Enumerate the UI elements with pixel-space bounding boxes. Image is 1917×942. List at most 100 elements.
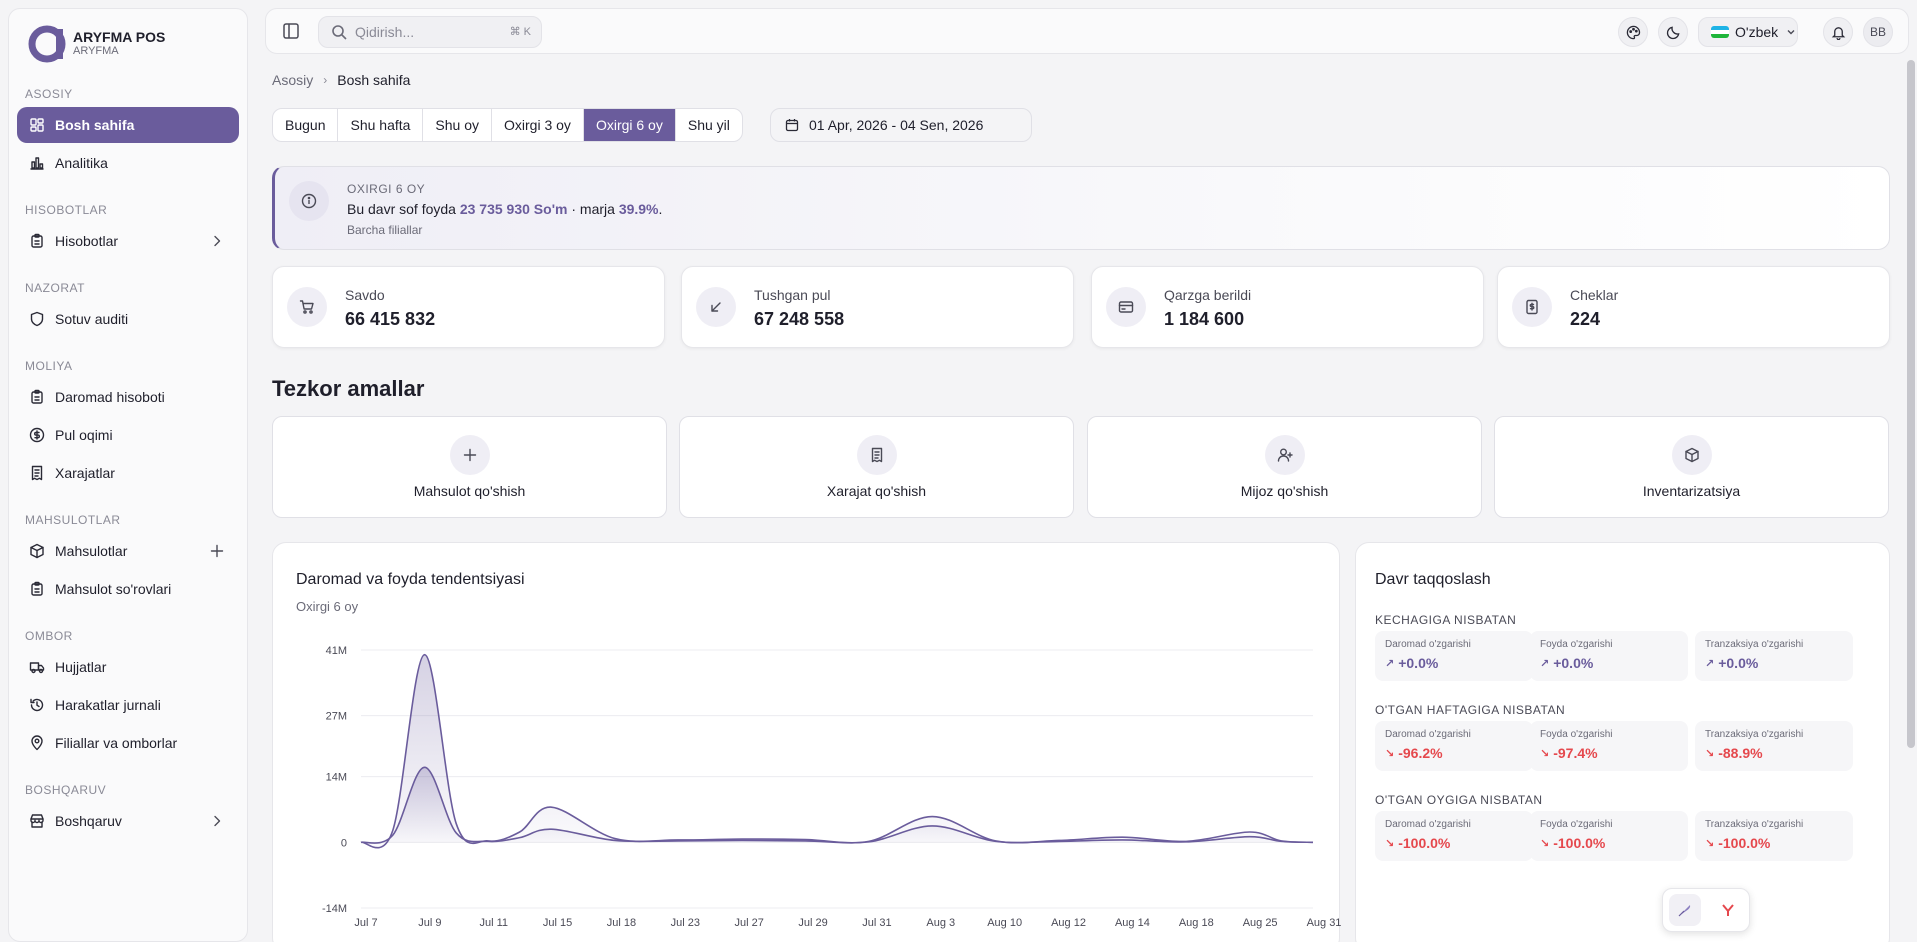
arrow-down-right-icon: ↘	[1540, 747, 1550, 760]
x-tick-label: Aug 25	[1243, 917, 1278, 929]
sidebar-item-sotuv-auditi[interactable]: Sotuv auditi	[17, 301, 239, 337]
moon-icon	[1666, 26, 1679, 39]
x-tick-label: Jul 23	[671, 917, 700, 929]
yandex-button[interactable]	[1712, 894, 1744, 926]
brand[interactable]: ARYFMA POS ARYFMA	[9, 9, 247, 73]
sidebar-group-label: HISOBOTLAR	[25, 203, 108, 217]
stat-card[interactable]: Qarzga berildi 1 184 600	[1091, 266, 1484, 348]
user-avatar[interactable]: BB	[1863, 17, 1893, 47]
sidebar-item-harakatlar-jurnali[interactable]: Harakatlar jurnali	[17, 687, 239, 723]
series-1-area	[361, 767, 1313, 844]
sidebar-item-bosh-sahifa[interactable]: Bosh sahifa	[17, 107, 239, 143]
bell-icon	[1831, 26, 1845, 40]
sidebar-item-hisobotlar[interactable]: Hisobotlar	[17, 223, 239, 259]
chevron-down-icon	[1787, 30, 1795, 35]
dark-mode-button[interactable]	[1658, 17, 1688, 47]
notifications-button[interactable]	[1823, 17, 1853, 47]
period-option[interactable]: Oxirgi 6 oy	[583, 109, 676, 141]
sidebar-group-label: MOLIYA	[25, 359, 73, 373]
breadcrumb-parent[interactable]: Asosiy	[272, 72, 314, 88]
sidebar-item-mahsulot-so-rovlari[interactable]: Mahsulot so'rovlari	[17, 571, 239, 607]
box-icon	[30, 543, 44, 559]
x-tick-label: Jul 18	[607, 917, 636, 929]
sidebar-item-label: Daromad hisoboti	[55, 389, 165, 405]
sidebar-item-analitika[interactable]: Analitika	[17, 145, 239, 181]
period-option[interactable]: Oxirgi 3 oy	[492, 109, 584, 141]
bar-chart-icon	[30, 157, 44, 170]
stat-label: Cheklar	[1570, 287, 1619, 303]
floating-toolbar	[1662, 888, 1750, 932]
revenue-profit-chart[interactable]: 41M 27M 14M 0 -14M Jul 7 Jul 9 Jul 11 Jul 15 Jul …	[273, 543, 1341, 942]
period-option[interactable]: Shu oy	[423, 109, 493, 141]
series-1-line[interactable]	[360, 766, 1314, 844]
sidebar-item-label: Hujjatlar	[55, 659, 107, 675]
date-range-picker[interactable]: 01 Apr, 2026 - 04 Sen, 2026	[770, 108, 1032, 142]
feather-button[interactable]	[1668, 894, 1701, 926]
yandex-icon	[1721, 904, 1734, 916]
banner-margin: 39.9%	[618, 201, 659, 217]
sidebar-toggle-icon[interactable]	[282, 22, 300, 40]
comparison-tile: Daromad o'zgarishi ↘ -100.0%	[1375, 811, 1533, 861]
period-option[interactable]: Shu yil	[687, 117, 730, 133]
x-tick-label: Aug 31	[1307, 917, 1341, 929]
sidebar-item-daromad-hisoboti[interactable]: Daromad hisoboti	[17, 379, 239, 415]
quick-action-button[interactable]: Inventarizatsiya	[1494, 416, 1889, 518]
series-0-line[interactable]	[360, 653, 1314, 849]
comparison-tile-value: -100.0%	[1398, 835, 1451, 851]
comparison-tile-label: Foyda o'zgarishi	[1540, 639, 1613, 650]
plus-icon	[463, 448, 476, 462]
credit-card-icon	[1118, 301, 1134, 313]
banner-text-after: .	[658, 201, 663, 217]
quick-action-button[interactable]: Mahsulot qo'shish	[272, 416, 667, 518]
comparison-title: Davr taqqoslash	[1375, 571, 1491, 588]
dollar-circle-icon	[29, 427, 45, 443]
plus-icon	[210, 544, 224, 558]
sidebar-item-boshqaruv[interactable]: Boshqaruv	[17, 803, 239, 839]
comparison-tile-label: Daromad o'zgarishi	[1385, 639, 1471, 650]
search-input[interactable]: Qidirish... ⌘ K	[318, 16, 542, 48]
theme-palette-button[interactable]	[1618, 17, 1648, 47]
truck-icon	[29, 662, 45, 674]
profit-summary-banner: OXIRGI 6 OY Bu davr sof foyda 23 735 930…	[272, 166, 1890, 250]
sidebar-item-label: Bosh sahifa	[55, 117, 135, 133]
stat-card[interactable]: Cheklar 224	[1497, 266, 1890, 348]
arrow-down-left-icon	[711, 302, 721, 312]
sidebar-item-pul-oqimi[interactable]: Pul oqimi	[17, 417, 239, 453]
palette-icon	[1626, 25, 1640, 39]
comparison-tile-value: +0.0%	[1553, 655, 1594, 671]
arrow-down-right-icon: ↘	[1385, 837, 1395, 850]
language-select[interactable]: O'zbek	[1698, 17, 1798, 47]
arrow-up-right-icon: ↗	[1540, 657, 1550, 670]
quick-action-button[interactable]: Xarajat qo'shish	[679, 416, 1074, 518]
sidebar-nav: ASOSIY Bosh sahifa Analitika HISOBOTLAR Hiso…	[9, 87, 247, 839]
period-option[interactable]: Bugun	[273, 109, 339, 141]
sidebar-item-filiallar-va-omborlar[interactable]: Filiallar va omborlar	[17, 725, 239, 761]
x-tick-label: Jul 31	[862, 917, 891, 929]
comparison-tile-value: -96.2%	[1398, 745, 1443, 761]
y-tick-label: 41M	[326, 645, 347, 657]
stat-card[interactable]: Savdo 66 415 832	[272, 266, 665, 348]
brand-subtitle: ARYFMA	[73, 45, 119, 57]
banner-subtitle: Barcha filiallar	[347, 223, 423, 237]
stat-card[interactable]: Tushgan pul 67 248 558	[681, 266, 1074, 348]
page-scrollbar[interactable]	[1907, 60, 1915, 748]
comparison-tile: Foyda o'zgarishi ↘ -100.0%	[1530, 811, 1688, 861]
user-plus-icon	[1277, 448, 1293, 462]
search-icon	[332, 25, 347, 40]
x-tick-label: Jul 15	[543, 917, 572, 929]
comparison-tile: Daromad o'zgarishi ↗ +0.0%	[1375, 631, 1533, 681]
sidebar-item-mahsulotlar[interactable]: Mahsulotlar	[17, 533, 239, 569]
period-option[interactable]: Shu hafta	[338, 109, 424, 141]
comparison-tile-value: -88.9%	[1718, 745, 1763, 761]
x-tick-label: Aug 18	[1179, 917, 1214, 929]
cart-icon	[299, 300, 314, 314]
sidebar-item-hujjatlar[interactable]: Hujjatlar	[17, 649, 239, 685]
y-tick-label: 14M	[326, 772, 347, 784]
comparison-tile-label: Foyda o'zgarishi	[1540, 729, 1613, 740]
comparison-tile-label: Tranzaksiya o'zgarishi	[1705, 729, 1804, 740]
x-tick-label: Aug 10	[987, 917, 1022, 929]
quick-action-button[interactable]: Mijoz qo'shish	[1087, 416, 1482, 518]
sidebar-item-xarajatlar[interactable]: Xarajatlar	[17, 455, 239, 491]
comparison-tile-label: Foyda o'zgarishi	[1540, 819, 1613, 830]
uzbekistan-flag-icon	[1711, 26, 1729, 38]
